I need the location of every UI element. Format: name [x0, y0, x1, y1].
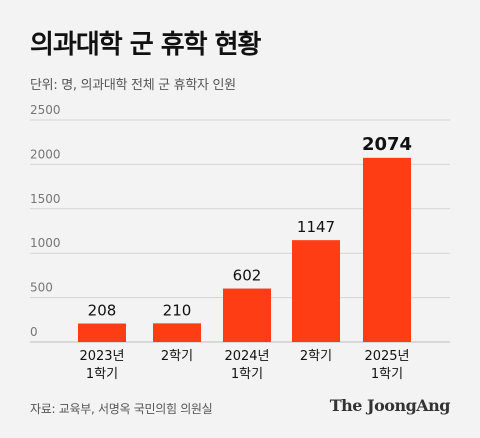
category-label: 2학기 [300, 349, 332, 364]
bar [292, 240, 340, 342]
data-label: 2074 [362, 134, 412, 155]
y-tick-label: 2000 [30, 147, 61, 161]
category-label: 2023년 [79, 349, 124, 364]
data-label: 602 [233, 267, 262, 285]
y-tick-label: 2500 [30, 103, 61, 117]
category-label: 1학기 [231, 367, 263, 382]
category-label: 1학기 [86, 367, 118, 382]
data-label: 210 [163, 301, 192, 319]
category-label: 2학기 [161, 349, 193, 364]
bar [363, 157, 411, 342]
bar [223, 288, 271, 342]
source-note: 자료: 교육부, 서명옥 국민의힘 의원실 [30, 402, 213, 416]
y-tick-label: 1500 [30, 192, 61, 206]
category-label: 2024년 [224, 349, 269, 364]
data-label: 208 [88, 302, 117, 320]
chart-title: 의과대학 군 휴학 현황 [30, 30, 261, 60]
data-label: 1147 [297, 218, 335, 236]
brand-logo: The JoongAng [329, 396, 451, 415]
bar [78, 323, 126, 342]
bar [153, 323, 201, 342]
y-tick-label: 1000 [30, 236, 61, 250]
y-tick-label: 0 [30, 325, 38, 339]
category-label: 2025년 [364, 349, 409, 364]
chart-subtitle: 단위: 명, 의과대학 전체 군 휴학자 인원 [30, 78, 236, 93]
category-label: 1학기 [371, 367, 403, 382]
y-tick-label: 500 [30, 281, 53, 295]
